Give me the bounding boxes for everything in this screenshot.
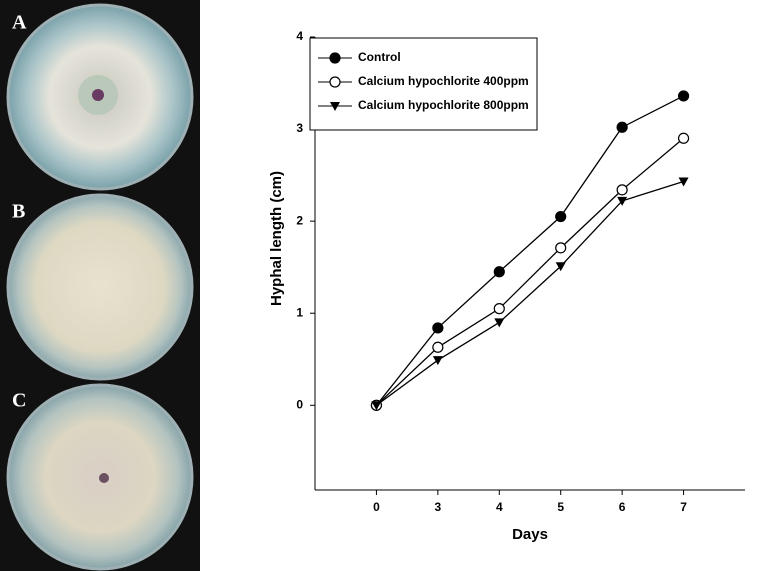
x-tick-label: 6 bbox=[619, 500, 626, 514]
panel-label: C bbox=[12, 390, 26, 412]
marker bbox=[371, 401, 382, 411]
marker bbox=[555, 242, 567, 254]
marker bbox=[678, 177, 689, 187]
chart: 0 1 2 3 4 0 3 4 5 6 7 Days Hyphal length (cm) Control… bbox=[268, 29, 745, 543]
series-line bbox=[375, 137, 684, 406]
x-axis-label: Days bbox=[512, 526, 548, 543]
legend-label: Calcium hypochlorite 400ppm bbox=[358, 74, 529, 88]
series-line bbox=[375, 95, 684, 406]
marker bbox=[555, 210, 567, 223]
marker bbox=[677, 90, 690, 102]
marker bbox=[330, 102, 340, 111]
x-tick-label: 3 bbox=[435, 500, 442, 514]
series-line bbox=[376, 180, 684, 406]
y-tick-label: 4 bbox=[296, 29, 303, 43]
marker bbox=[616, 184, 628, 196]
y-tick-label: 3 bbox=[296, 121, 303, 135]
marker bbox=[329, 76, 341, 88]
y-tick-label: 0 bbox=[296, 397, 303, 411]
marker bbox=[329, 52, 341, 64]
x-tick-label: 7 bbox=[680, 500, 687, 514]
y-axis-label: Hyphal length (cm) bbox=[268, 171, 285, 306]
x-tick-label: 5 bbox=[557, 500, 564, 514]
marker bbox=[616, 121, 628, 133]
petri-dish bbox=[6, 193, 194, 381]
legend-label: Control bbox=[358, 50, 401, 64]
photo-panel: A B C bbox=[0, 0, 200, 571]
marker bbox=[555, 262, 566, 272]
panel-label: B bbox=[12, 201, 25, 223]
x-tick-label: 0 bbox=[373, 500, 380, 514]
marker bbox=[432, 356, 443, 366]
y-tick-label: 2 bbox=[296, 213, 303, 227]
legend-box bbox=[309, 37, 538, 131]
marker bbox=[493, 266, 505, 278]
marker bbox=[494, 318, 505, 328]
plug-center bbox=[99, 473, 109, 483]
legend: Control Calcium hypochlorite 400ppm Calciu… bbox=[309, 37, 538, 131]
marker bbox=[493, 303, 505, 315]
marker bbox=[677, 132, 690, 144]
y-tick-label: 1 bbox=[296, 305, 303, 319]
x-tick-label: 4 bbox=[496, 500, 503, 514]
legend-label: Calcium hypochlorite 800ppm bbox=[358, 98, 529, 112]
panel-label: A bbox=[12, 12, 27, 34]
plug-center bbox=[92, 89, 104, 101]
marker bbox=[432, 341, 444, 353]
marker bbox=[432, 322, 444, 334]
marker bbox=[617, 196, 628, 206]
